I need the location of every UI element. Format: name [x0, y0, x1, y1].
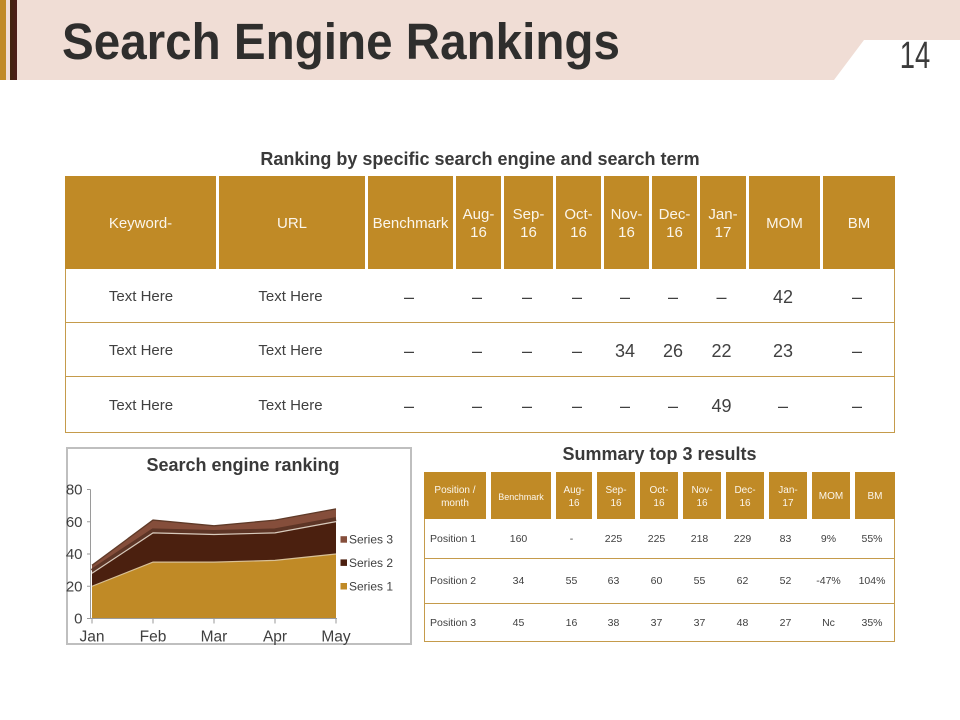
svg-text:Series 1: Series 1	[349, 580, 393, 594]
svg-text:Mar: Mar	[201, 628, 228, 645]
svg-text:0: 0	[74, 611, 82, 628]
svg-text:May: May	[321, 628, 351, 645]
svg-text:40: 40	[66, 546, 83, 563]
svg-text:60: 60	[66, 514, 83, 531]
svg-text:80: 80	[66, 482, 83, 499]
svg-text:Apr: Apr	[263, 628, 287, 645]
svg-text:Series 2: Series 2	[349, 556, 393, 570]
svg-text:Search engine ranking: Search engine ranking	[146, 455, 339, 475]
svg-text:Series 3: Series 3	[349, 533, 393, 547]
svg-text:20: 20	[66, 578, 83, 595]
svg-text:Feb: Feb	[140, 628, 167, 645]
svg-text:Jan: Jan	[80, 628, 105, 645]
